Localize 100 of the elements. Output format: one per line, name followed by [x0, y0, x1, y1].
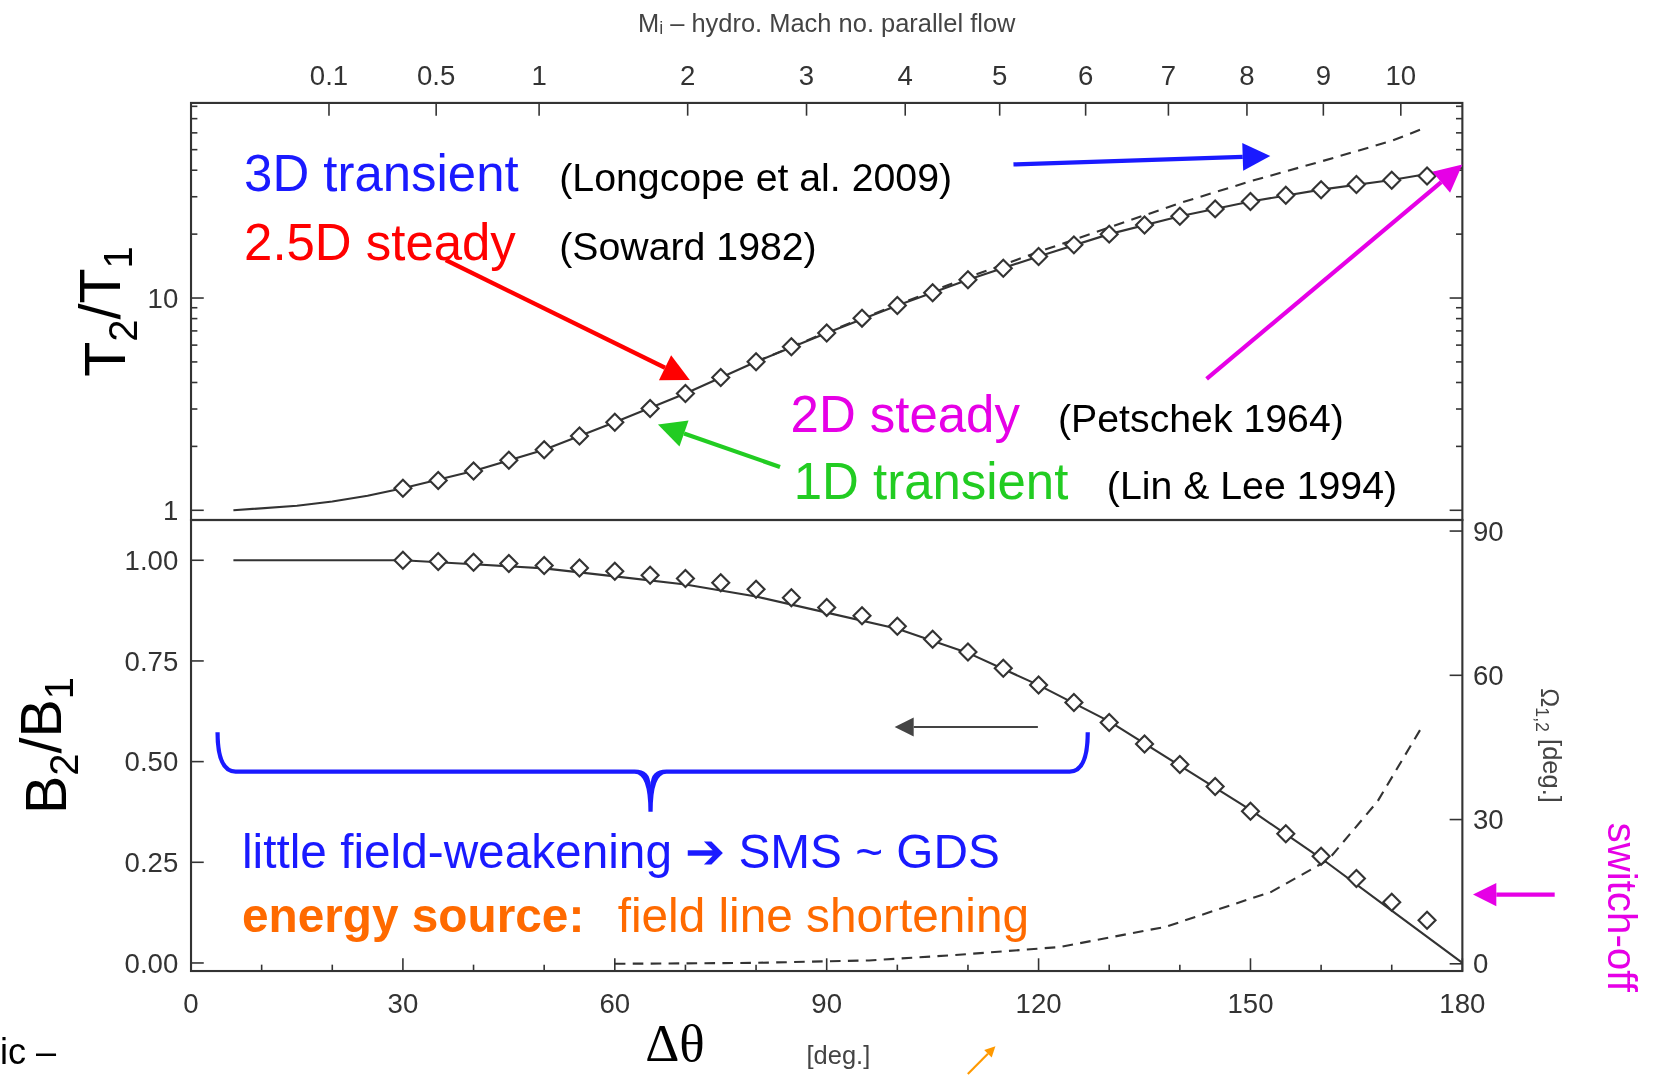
point — [993, 258, 1013, 278]
point — [428, 471, 448, 491]
point — [1170, 754, 1190, 774]
point — [887, 616, 907, 636]
x-tick-label: 60 — [599, 988, 631, 1020]
point — [534, 440, 554, 460]
point — [923, 283, 943, 303]
y2-tick-label: 0 — [1472, 948, 1489, 980]
point — [1064, 235, 1084, 255]
point — [1205, 199, 1225, 219]
point — [1029, 675, 1049, 695]
y-tick-label: 10 — [147, 282, 179, 314]
point — [746, 352, 766, 372]
point — [428, 551, 448, 572]
text: 6 — [1077, 59, 1094, 91]
point — [1382, 170, 1402, 190]
point — [1099, 224, 1119, 244]
point — [958, 642, 978, 662]
point — [1099, 713, 1119, 733]
text: 10 — [1385, 59, 1417, 91]
point — [1029, 246, 1049, 266]
annotation: 1D transient — [793, 452, 1069, 510]
point — [1311, 846, 1331, 866]
text: switch-off — [1598, 822, 1645, 993]
text: ic – — [0, 1031, 58, 1073]
point — [781, 588, 801, 608]
point — [1417, 166, 1437, 186]
y2-tick-label: 30 — [1472, 804, 1504, 836]
point — [1170, 206, 1190, 226]
point — [1064, 692, 1084, 712]
x-tick-label: 120 — [1015, 988, 1062, 1020]
y-tick-label: 0.75 — [124, 645, 179, 677]
annotation: 2.5D steady — [244, 214, 517, 271]
y2-tick-label: 60 — [1472, 659, 1504, 691]
point — [1311, 180, 1331, 200]
text: [deg.] — [806, 1041, 871, 1070]
text: 8 — [1239, 59, 1255, 91]
point — [675, 383, 695, 404]
annotation: energy source: — [241, 888, 585, 942]
point — [1134, 734, 1155, 754]
annotation: field line shortening — [617, 888, 1030, 942]
point — [1276, 824, 1296, 844]
point — [1276, 185, 1296, 205]
y-tick-label: 1 — [162, 494, 179, 526]
point — [817, 597, 837, 617]
point — [1346, 868, 1366, 888]
point — [393, 550, 413, 570]
annotation: (Soward 1982) — [559, 224, 817, 268]
text: 4 — [897, 59, 913, 91]
y-tick-label: 0.25 — [124, 846, 179, 878]
x-axis-title: Δθ — [645, 1014, 705, 1073]
point — [675, 568, 695, 588]
point — [1346, 174, 1366, 194]
text: 9 — [1315, 59, 1332, 91]
point — [463, 552, 484, 572]
y-tick-label: 0.00 — [124, 947, 179, 979]
point — [463, 461, 484, 481]
point — [958, 270, 978, 290]
point — [1240, 191, 1261, 212]
point — [993, 658, 1013, 678]
annotation: (Lin & Lee 1994) — [1106, 462, 1398, 507]
point — [534, 555, 554, 576]
x-tick-label: 150 — [1227, 988, 1274, 1020]
x-tick-label: 90 — [811, 988, 843, 1020]
annotation: little field-weakening ➔ SMS ~ GDS — [241, 825, 1000, 879]
text: 0.1 — [309, 59, 349, 91]
text: 2 — [680, 59, 696, 91]
text: 7 — [1160, 59, 1177, 91]
x-tick-label: 30 — [387, 988, 419, 1020]
point — [852, 606, 872, 626]
point — [887, 295, 907, 315]
point — [569, 426, 590, 446]
point — [817, 323, 837, 343]
y-tick-label: 1.00 — [124, 544, 179, 576]
point — [746, 579, 766, 599]
annotation: (Petschek 1964) — [1058, 395, 1344, 440]
annotation: 3D transient — [244, 145, 519, 203]
point — [1134, 215, 1155, 235]
text: 0.5 — [416, 59, 456, 91]
annotation: (Longcope et al. 2009) — [559, 155, 953, 200]
point — [1240, 801, 1261, 821]
y-tick-label: 0.50 — [124, 746, 179, 778]
x2-axis-title: Mᵢ – hydro. Mach no. parallel flow — [637, 8, 1017, 37]
x-tick-label: 180 — [1439, 988, 1486, 1020]
text: 3 — [798, 59, 815, 91]
point — [852, 308, 872, 328]
x-tick-label: 0 — [183, 988, 199, 1020]
point — [499, 450, 519, 470]
point — [1382, 892, 1402, 912]
point — [393, 478, 413, 498]
point — [711, 573, 731, 593]
point — [1205, 777, 1225, 797]
point — [923, 629, 943, 649]
point — [640, 398, 660, 418]
point — [781, 337, 801, 357]
point — [605, 561, 625, 581]
point — [605, 412, 625, 432]
point — [711, 368, 731, 388]
point — [1417, 910, 1437, 930]
y2-tick-label: 90 — [1472, 515, 1504, 547]
